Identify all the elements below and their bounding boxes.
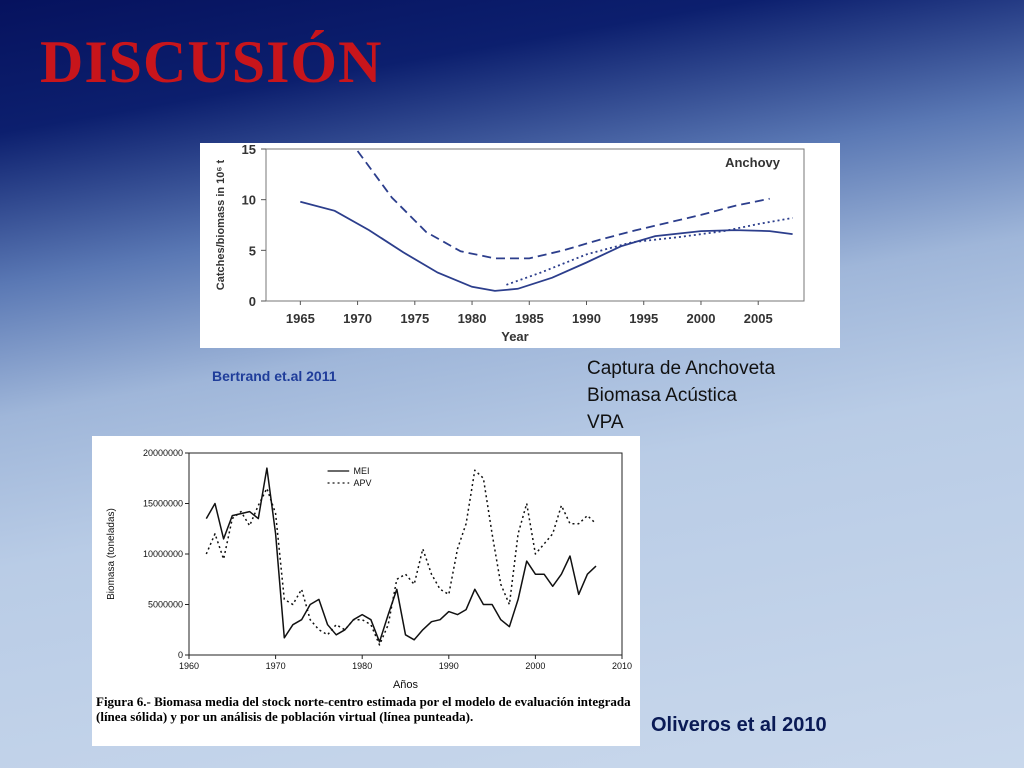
y-tick-label: 0 xyxy=(249,294,256,309)
x-tick-label: 2005 xyxy=(744,311,773,326)
x-tick-label: 2000 xyxy=(687,311,716,326)
x-tick-label: 1990 xyxy=(572,311,601,326)
biomass-chart: 1960 1970 1980 1990 2000 2010 0 5000000 10000000… xyxy=(106,448,632,691)
y-tick-label: 10000000 xyxy=(143,549,183,559)
citation-oliveros: Oliveros et al 2010 xyxy=(651,714,827,736)
x-tick-label: 1970 xyxy=(343,311,372,326)
y-tick-label: 5000000 xyxy=(148,600,183,610)
anchovy-chart: 1965 1970 1975 1980 1985 1990 1995 2000 2005 0 5 10… xyxy=(215,142,805,344)
x-tick-label: 1980 xyxy=(458,311,487,326)
chart-title: Anchovy xyxy=(725,155,781,170)
x-axis-label: Años xyxy=(393,679,419,691)
x-tick-label: 1985 xyxy=(515,311,544,326)
legend-line-acoustic: Biomasa Acústica xyxy=(587,385,737,406)
x-tick-label: 1990 xyxy=(439,661,459,671)
anchovy-chart-panel: 1965 1970 1975 1980 1985 1990 1995 2000 2005 0 5 10… xyxy=(200,142,840,348)
biomass-chart-panel: 1960 1970 1980 1990 2000 2010 0 5000000 10000000… xyxy=(92,436,640,746)
series-line-0 xyxy=(300,200,793,292)
y-tick-label: 15 xyxy=(242,143,256,157)
series-legend-list: Captura de Anchoveta Biomasa Acústica VP… xyxy=(587,355,775,436)
legend-label-mei: MEI xyxy=(354,466,370,476)
plot-frame xyxy=(265,148,805,302)
x-tick-label: 1960 xyxy=(179,661,199,671)
plot-frame xyxy=(188,452,623,656)
legend-line-catch: Captura de Anchoveta xyxy=(587,358,776,379)
y-axis-label: Biomasa (toneladas) xyxy=(106,508,117,600)
figure-caption: Figura 6.- Biomasa media del stock norte… xyxy=(96,694,631,724)
y-tick-label: 15000000 xyxy=(143,499,183,509)
citation-bertrand: Bertrand et.al 2011 xyxy=(212,368,337,384)
slide-title: Discusión xyxy=(40,29,383,95)
x-tick-label: 2010 xyxy=(612,661,632,671)
x-tick-label: 1965 xyxy=(286,311,315,326)
legend-label-apv: APV xyxy=(354,478,372,488)
x-tick-label: 2000 xyxy=(525,661,545,671)
x-tick-label: 1970 xyxy=(266,661,286,671)
series-line-mei xyxy=(205,467,597,643)
legend-line-vpa: VPA xyxy=(587,412,624,433)
y-tick-label: 10 xyxy=(242,193,256,208)
x-tick-label: 1995 xyxy=(629,311,658,326)
x-tick-label: 1980 xyxy=(352,661,372,671)
series-line-1 xyxy=(356,150,770,260)
series-line-2 xyxy=(506,217,793,286)
x-axis-label: Year xyxy=(501,329,528,344)
y-axis-label: Catches/biomass in 10⁶ t xyxy=(215,159,227,290)
series-line-apv xyxy=(205,469,597,646)
y-tick-label: 0 xyxy=(178,650,183,660)
x-tick-label: 1975 xyxy=(400,311,429,326)
y-tick-label: 20000000 xyxy=(143,448,183,458)
y-tick-label: 5 xyxy=(249,243,256,258)
